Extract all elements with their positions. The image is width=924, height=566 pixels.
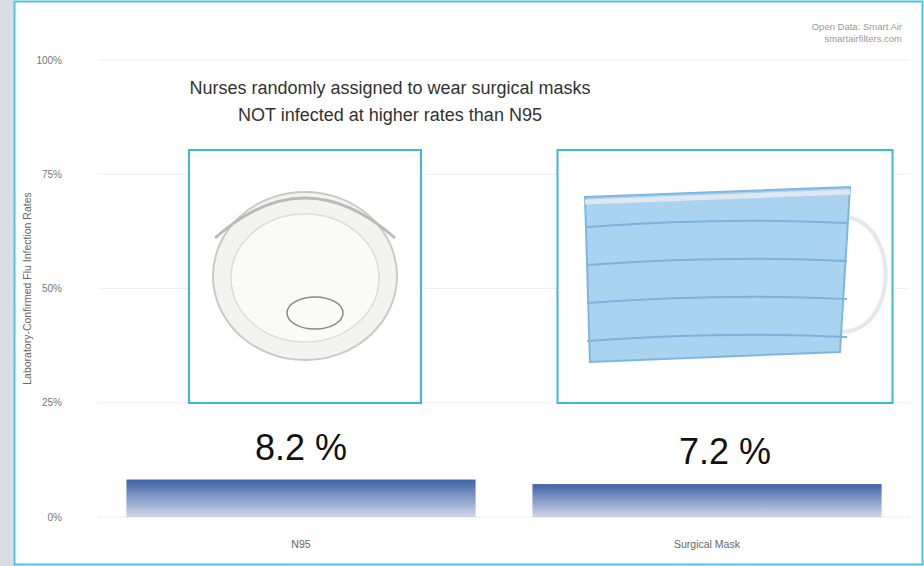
frame <box>15 2 923 565</box>
image-frame <box>558 150 893 403</box>
nose-strip <box>585 192 850 202</box>
surgical-mask <box>585 187 850 362</box>
image-frame <box>189 150 421 403</box>
data-label: 8.2 % <box>255 427 347 468</box>
y-tick-label: 25% <box>42 397 62 408</box>
y-tick-label: 75% <box>42 169 62 180</box>
image-box <box>189 150 421 403</box>
data-label: 7.2 % <box>679 431 771 472</box>
pleat <box>587 221 847 227</box>
pleat <box>587 259 847 265</box>
side-strip <box>0 0 14 566</box>
n95-strap <box>215 198 395 238</box>
chart: 0% 25% 50% 75% 100% Laboratory-Confirmed Flu … <box>0 0 924 566</box>
title: Nurses randomly assigned to wear surgica… <box>189 78 590 98</box>
y-tick-label: 100% <box>36 55 62 66</box>
title: NOT infected at higher rates than N95 <box>238 105 542 125</box>
bars <box>126 480 881 517</box>
grid-line <box>98 60 910 61</box>
y-tick-label: 50% <box>42 283 62 294</box>
background <box>0 0 924 566</box>
source-note: smartairfilters.com <box>824 33 902 44</box>
y-axis-title: Laboratory-Confirmed Flu Infection Rates <box>21 192 33 385</box>
n95-shade <box>231 214 379 342</box>
bar <box>532 484 881 517</box>
x-tick-label: Surgical Mask <box>674 538 741 550</box>
n95-valve <box>287 297 343 329</box>
bar <box>126 480 475 517</box>
pleat <box>587 297 847 303</box>
source-note: Open Data: Smart Air <box>812 21 902 32</box>
pleat <box>587 335 847 341</box>
x-tick-label: N95 <box>291 538 310 550</box>
image-box <box>558 150 893 403</box>
n95-dome <box>213 192 397 360</box>
y-tick-label: 0% <box>48 512 63 523</box>
